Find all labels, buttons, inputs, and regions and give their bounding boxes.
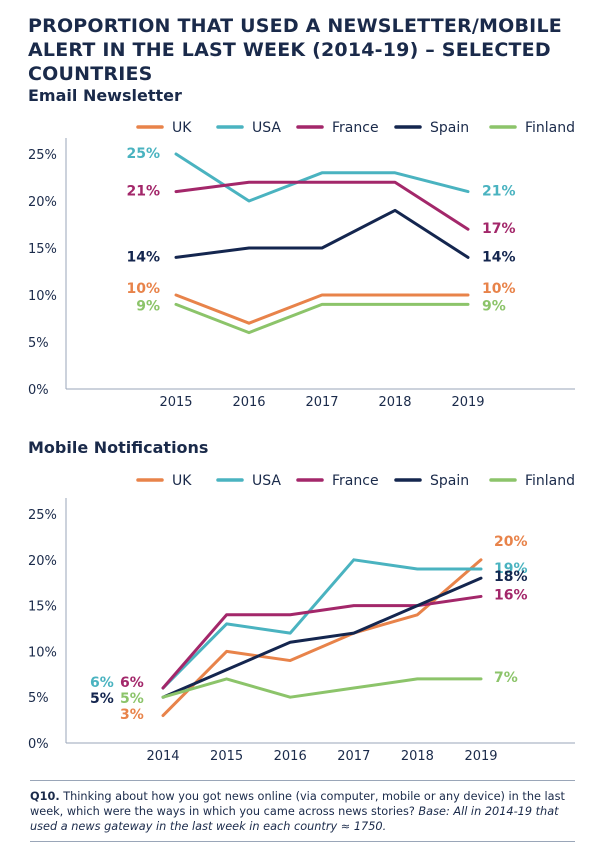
email-newsletter-end-label-uk: 10% [482, 281, 516, 297]
email-newsletter-y-tick-label: 5% [28, 336, 49, 351]
mobile-notifications-chart: 0% 5% 10% 15% 20% 25% 2014 2015 2016 2017 2018 2019… [28, 473, 575, 764]
mobile-notifications-x-tick-label: 2015 [210, 749, 243, 764]
email-newsletter-end-label-finland: 9% [482, 298, 506, 314]
email-newsletter-start-label-uk: 10% [126, 281, 160, 297]
mobile-notifications-series-line-france [161, 594, 483, 690]
mobile-notifications-y-tick-label: 15% [28, 600, 57, 615]
mobile-notifications-x-tick-label: 2014 [146, 749, 179, 764]
email-newsletter-x-tick-label: 2016 [232, 395, 265, 410]
mobile-notifications-legend-label-france: France [332, 473, 379, 489]
mobile-notifications-end-label-finland: 7% [494, 670, 518, 686]
email-newsletter-start-label-spain: 14% [126, 249, 160, 265]
email-newsletter-chart: 0% 5% 10% 15% 20% 25% 2015 2016 2017 2018 2019 UK US… [28, 120, 575, 410]
page-title: PROPORTION THAT USED A NEWSLETTER/MOBILE… [28, 15, 562, 85]
email-newsletter-y-tick-label: 25% [28, 148, 57, 163]
mobile-notifications-x-tick-label: 2019 [464, 749, 497, 764]
footnote-base: Base: All in 2014-19 that used a news ga… [30, 805, 559, 833]
email-newsletter-x-tick-label: 2017 [305, 395, 338, 410]
chart-title-email-newsletter: Email Newsletter [28, 86, 182, 105]
email-newsletter-end-label-france: 17% [482, 221, 516, 237]
mobile-notifications-legend-label-spain: Spain [430, 473, 469, 489]
email-newsletter-series-line-usa [174, 152, 470, 203]
mobile-notifications-series-line-usa [161, 558, 483, 690]
mobile-notifications-end-label-spain: 18% [494, 569, 528, 585]
email-newsletter-x-tick-label: 2018 [378, 395, 411, 410]
mobile-notifications-end-label-france: 16% [494, 587, 528, 603]
email-newsletter-series-line-spain [174, 208, 470, 259]
mobile-notifications-start-label-spain: 5% [90, 691, 114, 707]
email-newsletter-y-tick-label: 0% [28, 383, 49, 398]
footnote-bottom-divider [30, 841, 575, 842]
mobile-notifications-y-tick-label: 5% [28, 691, 49, 706]
email-newsletter-series-line-uk [174, 293, 470, 325]
email-newsletter-end-label-spain: 14% [482, 249, 516, 265]
mobile-notifications-legend-label-finland: Finland [525, 473, 575, 489]
mobile-notifications-series-line-uk [161, 558, 483, 718]
chart-title-mobile-notifications: Mobile Notifications [28, 438, 209, 457]
footnote-question: Thinking about how you got news online (… [30, 790, 565, 818]
mobile-notifications-legend-label-usa: USA [252, 473, 281, 489]
footnote-top-divider [30, 780, 575, 781]
email-newsletter-legend-label-france: France [332, 120, 379, 136]
email-newsletter-legend-label-usa: USA [252, 120, 281, 136]
mobile-notifications-y-tick-label: 0% [28, 737, 49, 752]
mobile-notifications-y-tick-label: 10% [28, 645, 57, 660]
footnote-question-label: Q10. [30, 790, 60, 803]
email-newsletter-legend-label-spain: Spain [430, 120, 469, 136]
mobile-notifications-end-label-usa: 19% [494, 561, 528, 577]
mobile-notifications-start-label-finland: 5% [120, 691, 144, 707]
email-newsletter-legend-label-uk: UK [172, 120, 192, 136]
email-newsletter-y-tick-label: 10% [28, 289, 57, 304]
email-newsletter-series-line-finland [174, 302, 470, 335]
email-newsletter-x-tick-label: 2015 [159, 395, 192, 410]
email-newsletter-series-line-france [174, 180, 470, 231]
mobile-notifications-x-tick-label: 2016 [274, 749, 307, 764]
email-newsletter-start-label-finland: 9% [136, 298, 160, 314]
mobile-notifications-x-tick-label: 2017 [337, 749, 370, 764]
mobile-notifications-y-tick-label: 25% [28, 508, 57, 523]
mobile-notifications-series-line-spain [161, 576, 483, 699]
mobile-notifications-end-label-uk: 20% [494, 534, 528, 550]
email-newsletter-y-tick-label: 15% [28, 242, 57, 257]
email-newsletter-x-tick-label: 2019 [451, 395, 484, 410]
mobile-notifications-start-label-uk: 3% [120, 707, 144, 723]
mobile-notifications-start-label-usa: 6% [90, 675, 114, 691]
mobile-notifications-series-line-finland [161, 677, 483, 699]
mobile-notifications-x-tick-label: 2018 [401, 749, 434, 764]
mobile-notifications-y-tick-label: 20% [28, 554, 57, 569]
footnote: Q10. Thinking about how you got news onl… [30, 789, 575, 834]
mobile-notifications-legend-label-uk: UK [172, 473, 192, 489]
mobile-notifications-start-label-france: 6% [120, 675, 144, 691]
email-newsletter-start-label-usa: 25% [126, 146, 160, 162]
email-newsletter-y-tick-label: 20% [28, 195, 57, 210]
email-newsletter-legend-label-finland: Finland [525, 120, 575, 136]
email-newsletter-end-label-usa: 21% [482, 184, 516, 200]
email-newsletter-start-label-france: 21% [126, 184, 160, 200]
